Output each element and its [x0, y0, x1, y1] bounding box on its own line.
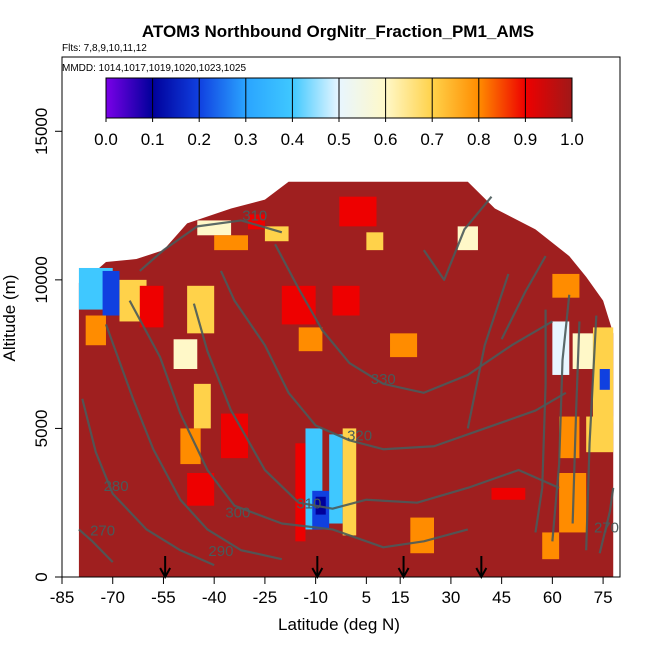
data-cell-19 — [366, 232, 384, 251]
colorbar-tick-label-2: 0.2 — [187, 130, 211, 149]
x-tick-label-7: 15 — [391, 588, 410, 607]
contour-line-7 — [139, 219, 283, 272]
colorbar-tick-label-3: 0.3 — [234, 130, 258, 149]
colorbar-tick-label-7: 0.7 — [420, 130, 444, 149]
chart-title: ATOM3 Northbound OrgNitr_Fraction_PM1_AM… — [142, 22, 534, 41]
contour-label-2: 290 — [208, 543, 233, 560]
contour-label-7: 310 — [242, 207, 267, 224]
x-tick-label-8: 30 — [441, 588, 460, 607]
data-cell-14 — [220, 413, 248, 459]
contour-line-2 — [104, 324, 283, 561]
data-cell-25 — [295, 443, 306, 542]
contour-line-12 — [585, 315, 598, 551]
dates-subtitle: MMDD: 1014,1017,1019,1020,1023,1025 — [62, 63, 246, 74]
y-axis-label: Altitude (m) — [0, 275, 19, 362]
data-cell-17 — [332, 285, 360, 316]
colorbar-tick-label-6: 0.6 — [374, 130, 398, 149]
data-cell-9 — [187, 473, 215, 506]
contour-line-9 — [500, 255, 547, 340]
x-tick-label-6: 5 — [362, 588, 371, 607]
data-cell-38 — [491, 487, 526, 500]
data-cell-33 — [599, 369, 610, 390]
axes: -85 -70 -55 -40 -25 -10 5 15 30 45 60 75 0 5000 10000 1… — [32, 56, 621, 607]
colorbar: 0.0 0.1 0.2 0.3 0.4 0.5 0.6 0.7 0.8 0.9 1.0 — [94, 77, 584, 149]
contour-layer: 270 280 290 300 310 320 330 310 270 — [78, 195, 619, 567]
x-tick-label-2: -55 — [151, 588, 176, 607]
contour-line-5 — [219, 270, 567, 451]
plot-frame — [61, 56, 621, 578]
y-tick-label-2: 10000 — [32, 256, 51, 303]
x-tick-label-5: -10 — [303, 588, 328, 607]
contour-line-14 — [598, 487, 615, 554]
data-cell-24 — [342, 428, 357, 536]
contour-label-1: 280 — [104, 478, 129, 495]
data-cell-31 — [572, 333, 593, 369]
data-cell-29 — [552, 273, 580, 298]
data-cell-27 — [390, 333, 418, 358]
data-cell-8 — [180, 428, 201, 465]
data-cell-26 — [410, 517, 434, 554]
colorbar-tick-label-4: 0.4 — [281, 130, 305, 149]
flights-subtitle: Flts: 7,8,9,10,11,12 — [62, 43, 147, 54]
contour-line-11 — [571, 321, 581, 524]
contour-line-15 — [534, 309, 547, 533]
colorbar-tick-label-9: 0.9 — [514, 130, 538, 149]
y-tick-label-3: 15000 — [32, 108, 51, 155]
x-tick-label-11: 75 — [594, 588, 613, 607]
contour-label-3: 300 — [225, 505, 250, 522]
data-cell-15 — [281, 285, 316, 325]
contour-line-0 — [78, 528, 114, 563]
contour-label-5: 320 — [347, 427, 372, 444]
contour-line-6 — [274, 243, 553, 394]
x-tick-label-3: -40 — [202, 588, 227, 607]
data-cell-37 — [542, 532, 560, 560]
contour-label-4: 310 — [296, 496, 321, 513]
contour-line-1 — [81, 398, 215, 567]
x-tick-label-1: -70 — [100, 588, 125, 607]
y-tick-label-0: 0 — [32, 572, 51, 581]
colorbar-tick-label-1: 0.1 — [141, 130, 165, 149]
colorbar-tick-label-0: 0.0 — [94, 130, 118, 149]
colorbar-tick-label-8: 0.8 — [467, 130, 491, 149]
x-axis-label: Latitude (deg N) — [278, 615, 400, 634]
data-cell-1 — [102, 270, 120, 316]
contour-label-14: 270 — [594, 519, 619, 536]
contour-line-4 — [192, 303, 560, 510]
contour-line-10 — [466, 273, 510, 429]
plot-area — [78, 181, 614, 577]
contour-line-3 — [128, 300, 469, 549]
x-tick-label-4: -25 — [253, 588, 278, 607]
x-tick-label-10: 60 — [543, 588, 562, 607]
x-tick-label-0: -85 — [50, 588, 75, 607]
colorbar-tick-label-5: 0.5 — [327, 130, 351, 149]
data-cell-23 — [329, 434, 343, 524]
data-cell-6 — [173, 339, 198, 369]
contour-label-6: 330 — [371, 371, 396, 388]
contour-line-8 — [422, 195, 493, 281]
colorbar-tick-label-10: 1.0 — [560, 130, 584, 149]
data-cell-11 — [214, 235, 248, 251]
data-cell-3 — [139, 285, 164, 328]
x-tick-label-9: 45 — [492, 588, 511, 607]
data-cell-16 — [298, 327, 323, 352]
data-cell-4 — [85, 315, 106, 346]
y-tick-label-1: 5000 — [32, 410, 51, 448]
data-cell-18 — [339, 196, 377, 227]
contour-label-0: 270 — [90, 522, 115, 539]
contour-line-13 — [551, 294, 571, 542]
data-cell-7 — [193, 383, 211, 429]
